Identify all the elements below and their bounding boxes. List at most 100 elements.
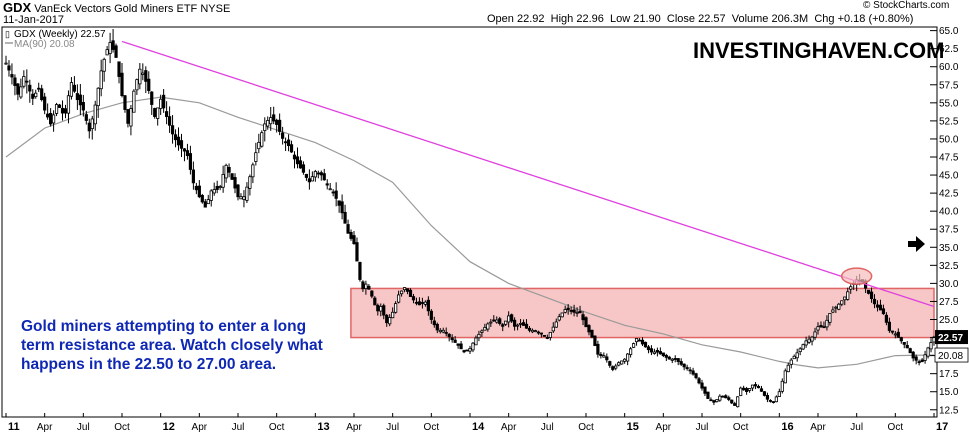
candle-body — [718, 395, 722, 401]
last-price-value: 22.57 — [938, 333, 963, 344]
candle-body — [548, 331, 552, 338]
candle-body — [620, 360, 624, 365]
y-tick-label: 50.0 — [939, 134, 959, 145]
candle-body — [242, 196, 246, 200]
candle-body — [554, 321, 558, 328]
chart-date: 11-Jan-2017 — [3, 14, 64, 26]
candle-body — [825, 319, 829, 328]
y-tick-label: 47.5 — [939, 153, 959, 164]
candle-body — [373, 297, 377, 306]
candle-body — [465, 349, 469, 352]
candle-body — [866, 289, 871, 294]
candle-body — [682, 363, 686, 368]
candle-body — [566, 307, 570, 311]
candle-body — [117, 61, 121, 77]
candle-body — [513, 319, 517, 327]
y-tick-label: 15.0 — [939, 387, 959, 398]
candle-body — [471, 342, 475, 351]
x-tick-label: Jul — [77, 422, 90, 433]
candle-body — [887, 321, 891, 331]
candle-body — [31, 93, 35, 99]
candle-body — [843, 296, 847, 301]
y-tick-label: 60.0 — [939, 62, 959, 73]
candle-body — [16, 83, 20, 95]
candle-body — [771, 401, 775, 403]
candle-body — [141, 72, 145, 75]
candle-body — [742, 387, 746, 391]
x-tick-label: 14 — [472, 421, 485, 433]
x-tick-label: Jul — [386, 422, 399, 433]
candle-body — [691, 370, 695, 375]
candle-body — [492, 319, 496, 322]
x-tick-label: Apr — [656, 422, 672, 433]
candle-body — [304, 173, 309, 178]
chg-value: +0.18 (+0.80%) — [837, 13, 914, 25]
close-label: Close — [666, 13, 696, 25]
candle-body — [370, 290, 374, 297]
candle-body — [301, 164, 306, 173]
legend-ma: MA(90) 20.08 — [14, 39, 75, 50]
candle-body — [575, 311, 579, 314]
candle-body — [361, 281, 365, 290]
candle-body — [611, 366, 615, 370]
candle-body — [697, 378, 701, 384]
candle-body — [774, 396, 778, 403]
y-tick-label: 27.5 — [939, 297, 959, 308]
candle-body — [417, 301, 422, 306]
candle-body — [724, 395, 728, 399]
candle-body — [828, 312, 832, 323]
candle-body — [367, 285, 371, 290]
candle-body — [893, 333, 897, 336]
candle-body — [667, 356, 671, 360]
candle-body — [90, 118, 94, 130]
last-price-tag — [935, 330, 968, 345]
x-tick-label: Jul — [232, 422, 245, 433]
candle-body — [459, 343, 463, 350]
candle-body — [747, 388, 752, 391]
candle-body — [462, 350, 466, 353]
candle-body — [209, 190, 213, 201]
candle-body — [715, 399, 719, 403]
candle-body — [176, 136, 181, 146]
candle-body — [206, 199, 210, 205]
candle-body — [450, 337, 454, 341]
candle-body — [49, 112, 53, 125]
candle-body — [191, 169, 195, 184]
candle-body — [138, 68, 142, 85]
candle-body — [51, 114, 56, 124]
y-tick-label: 45.0 — [939, 171, 959, 182]
volume-value: 206.3M — [771, 13, 809, 25]
high-value: 22.96 — [576, 13, 604, 25]
candle-body — [804, 340, 808, 346]
candle-body — [96, 87, 100, 107]
legend-box — [4, 29, 104, 49]
x-tick-label: Oct — [424, 422, 440, 433]
candle-body — [801, 344, 805, 350]
candle-body — [233, 177, 237, 189]
annotation-line-1: Gold miners attempting to enter a long — [21, 318, 306, 335]
candle-body — [337, 200, 341, 206]
candle-body — [272, 114, 276, 122]
candle-body — [227, 166, 231, 173]
x-tick-label: Apr — [346, 422, 362, 433]
candle-body — [170, 125, 175, 135]
candle-body — [703, 386, 707, 394]
candle-body — [878, 304, 883, 311]
candle-body — [637, 339, 642, 342]
candle-body — [510, 314, 514, 322]
candle-body — [269, 117, 273, 125]
candle-body — [295, 156, 300, 165]
candle-body — [745, 388, 749, 392]
y-tick-label: 17.5 — [939, 369, 959, 380]
candle-body — [10, 74, 14, 78]
candle-body — [230, 173, 234, 180]
candle-body — [524, 323, 529, 329]
open-value: 22.92 — [516, 13, 545, 25]
candle-body — [786, 364, 790, 373]
candle-body — [25, 80, 29, 83]
candle-body — [614, 365, 618, 369]
candle-body — [581, 314, 585, 321]
candle-body — [777, 391, 781, 397]
candle-body — [283, 141, 288, 144]
